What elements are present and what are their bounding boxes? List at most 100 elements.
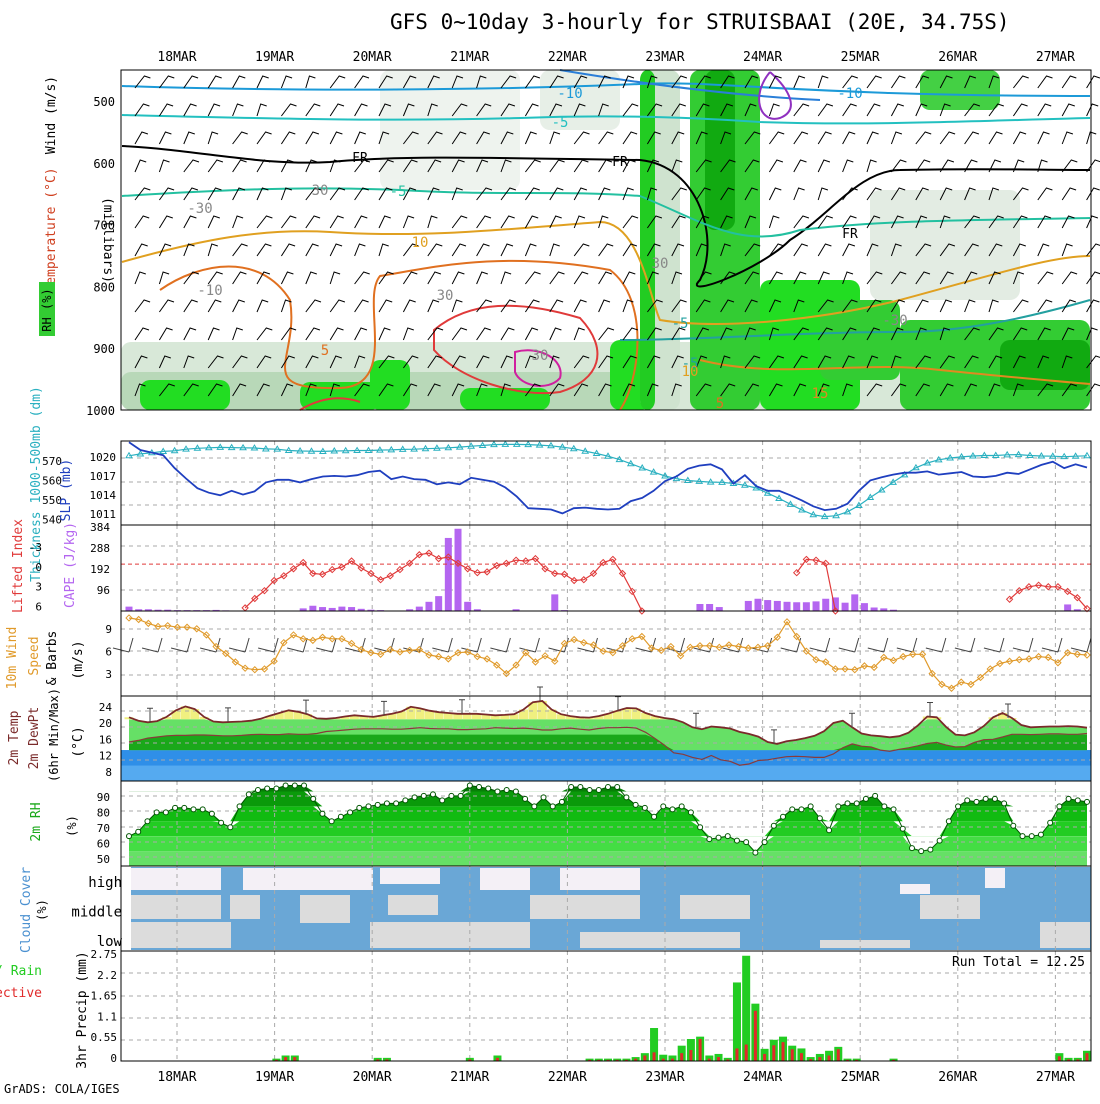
rh-axis-label-units: (%)	[65, 815, 79, 837]
cape-bar	[455, 529, 462, 611]
rh-series-point	[596, 787, 601, 792]
cape-bar	[764, 600, 771, 611]
date-label-bottom: 22MAR	[548, 1070, 587, 1085]
temperature-axis-label: Temperature (°C)	[44, 167, 59, 292]
cloud-axis-label: Cloud Cover	[19, 867, 34, 953]
convective-bar	[763, 1054, 766, 1061]
cape-bar	[842, 603, 849, 611]
contour-label: -30	[187, 201, 212, 217]
convective-bar	[800, 1053, 803, 1061]
rh-series-point	[1075, 798, 1080, 803]
rh-series-point	[725, 834, 730, 839]
cape-bar	[851, 594, 858, 611]
rh-series-point	[412, 795, 417, 800]
wind-barb-10m	[490, 638, 510, 652]
rh-series-point	[909, 846, 914, 851]
minmax-whisker	[927, 702, 933, 716]
cape-bar	[716, 607, 723, 611]
wind-barb-10m	[694, 638, 714, 652]
rh-series-point	[891, 807, 896, 812]
wind-barb-10m	[287, 638, 307, 652]
rh-series-point	[799, 807, 804, 812]
rh-tick: 70	[97, 822, 110, 835]
rh-series-point	[421, 793, 426, 798]
rh-series-point	[513, 789, 518, 794]
cape-bar	[416, 607, 423, 611]
minmax-whisker	[771, 730, 777, 744]
rh-series-point	[578, 784, 583, 789]
cape-bar	[435, 596, 442, 611]
minmax-whisker	[459, 700, 465, 714]
cloud-gap	[230, 895, 260, 919]
convective-bar	[699, 1039, 702, 1061]
slp-axis-label: SLP (mb)	[59, 459, 74, 522]
rh-series-point	[1002, 801, 1007, 806]
wind-barb-10m	[897, 638, 917, 652]
precip-tick: 1.65	[91, 990, 118, 1003]
temp-tick: 8	[105, 766, 112, 779]
legend-total-rain: Total / Rain	[0, 964, 42, 979]
contour-label: -10	[837, 86, 862, 102]
rh-series-point	[928, 847, 933, 852]
precip-tick: 0.55	[91, 1031, 118, 1044]
rh-series-point	[486, 786, 491, 791]
wind-tick: 6	[105, 646, 112, 659]
rh-series-point	[495, 789, 500, 794]
contour-label: FR	[612, 155, 628, 170]
rh-series-point	[974, 799, 979, 804]
rh-series-point	[292, 783, 297, 788]
date-label-top: 19MAR	[255, 50, 294, 65]
rh-band	[129, 791, 1087, 806]
cape-bar	[745, 601, 752, 611]
rh-series-point	[698, 825, 703, 830]
wind-barb-10m	[781, 638, 801, 652]
contour-label: 30	[312, 183, 329, 199]
rh-series-point	[771, 823, 776, 828]
cape-bar	[338, 607, 345, 611]
contour-label: 10	[682, 364, 699, 380]
rh-series-point	[734, 838, 739, 843]
rh-series-point	[965, 798, 970, 803]
convective-bar	[772, 1045, 775, 1061]
wind-tick: 3	[105, 668, 112, 681]
lifted-tick: 6	[35, 600, 42, 613]
rh-series-point	[541, 795, 546, 800]
chart-title: GFS 0~10day 3-hourly for STRUISBAAI (20E…	[390, 10, 1010, 34]
date-label-bottom: 25MAR	[841, 1070, 880, 1085]
rh-series-point	[827, 828, 832, 833]
temp-axis-label-3: (6hr Min/Max)	[47, 688, 61, 782]
wind-barb-10m	[316, 638, 336, 652]
wind-axis-label-1: 10m Wind	[5, 627, 20, 690]
convective-bar	[1058, 1056, 1061, 1061]
convective-bar	[284, 1057, 287, 1061]
minmax-whisker	[381, 701, 387, 715]
rh-series-point	[873, 793, 878, 798]
rh-series-point	[845, 801, 850, 806]
rh-series-point	[633, 802, 638, 807]
convective-bar	[745, 1045, 748, 1061]
rh-series-point	[652, 814, 657, 819]
cape-bar	[348, 607, 355, 611]
wind-barb-10m	[868, 638, 888, 652]
rh-series-point	[504, 787, 509, 792]
cape-bar	[774, 601, 781, 611]
rh-series-point	[919, 849, 924, 854]
date-label-bottom: 26MAR	[938, 1070, 977, 1085]
contour-label: -5	[552, 115, 569, 131]
convective-bar	[791, 1049, 794, 1061]
cloud-gap	[530, 895, 640, 919]
rh-series-point	[440, 798, 445, 803]
precip-axis-label: 3hr Precip (mm)	[75, 951, 90, 1068]
cape-bar	[793, 602, 800, 611]
wind-barb-10m	[1042, 638, 1062, 652]
rh-series-point	[228, 825, 233, 830]
date-label-top: 27MAR	[1036, 50, 1075, 65]
rh-series-point	[274, 786, 279, 791]
pressure-tick: 900	[93, 342, 115, 356]
cape-bar	[551, 594, 558, 611]
cape-bar	[706, 604, 713, 611]
wind-barb-10m	[142, 638, 162, 652]
rh-series-point	[744, 840, 749, 845]
slp-tick: 1014	[90, 489, 117, 502]
lifted-tick: 3	[35, 581, 42, 594]
